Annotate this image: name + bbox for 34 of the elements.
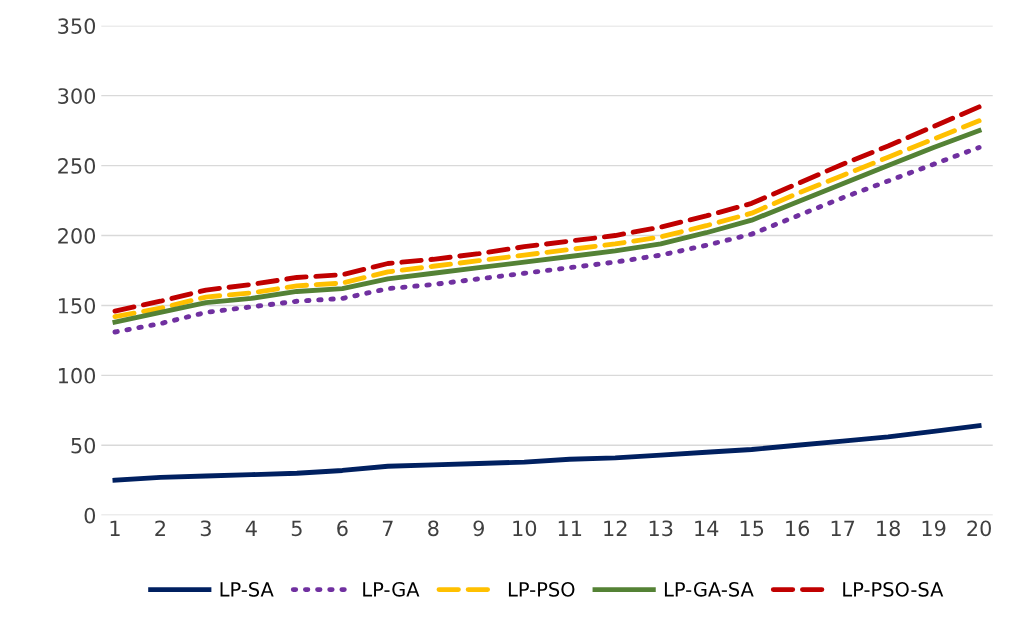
y-tick-label: 300 (58, 88, 96, 104)
legend-label: LP-PSO-SA (843, 581, 944, 597)
legend-label: LP-PSO (508, 581, 575, 597)
x-tick-label: 5 (291, 520, 302, 537)
y-tick-label: 50 (71, 437, 96, 454)
x-tick-label: 16 (786, 520, 810, 537)
y-tick-label: 350 (58, 18, 96, 34)
line-series (112, 423, 982, 483)
x-tick-label: 10 (513, 520, 537, 537)
y-tick-label: 150 (58, 297, 96, 314)
x-tick-label: 3 (200, 520, 211, 537)
x-tick-label: 13 (649, 520, 673, 537)
x-tick-label: 7 (382, 520, 393, 536)
x-tick-label: 1 (110, 520, 120, 536)
x-tick-label: 20 (967, 520, 991, 537)
y-tick-label: 0 (84, 507, 96, 524)
x-tick-label: 17 (831, 520, 855, 536)
x-tick-label: 15 (740, 520, 764, 537)
legend-label: LP-GA-SA (664, 581, 754, 597)
y-tick-label: 200 (58, 227, 96, 244)
y-tick-label: 250 (58, 158, 96, 174)
x-tick-label: 2 (155, 520, 165, 536)
legend-label: LP-SA (220, 581, 274, 597)
x-tick-label: 18 (877, 520, 900, 537)
y-tick-label: 100 (58, 367, 96, 384)
legend-label: LP-GA (363, 581, 420, 597)
x-tick-label: 19 (922, 520, 946, 537)
x-tick-label: 8 (428, 520, 439, 537)
x-tick-label: 6 (337, 520, 348, 537)
x-tick-label: 14 (695, 520, 719, 536)
x-tick-label: 12 (604, 520, 627, 536)
x-tick-label: 11 (558, 520, 582, 536)
x-tick-label: 4 (245, 520, 257, 536)
x-tick-label: 9 (473, 520, 484, 537)
